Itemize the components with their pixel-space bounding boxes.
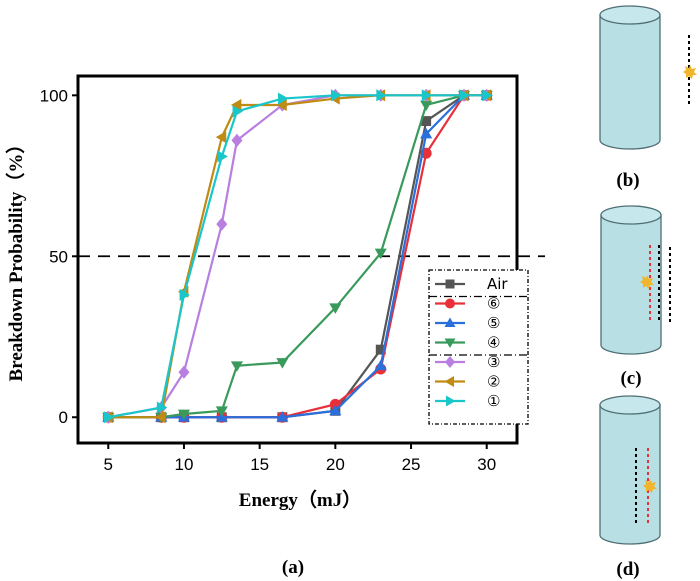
cylinder-b — [599, 5, 661, 150]
x-axis-label: Energy（mJ） — [239, 488, 361, 511]
legend-entry: ① — [435, 392, 500, 410]
legend-label: Air — [487, 275, 508, 293]
x-tick-label: 30 — [477, 455, 496, 474]
spark-icon — [683, 65, 697, 79]
series-7 — [103, 89, 493, 424]
cylinder-c — [600, 205, 662, 355]
legend-marker — [445, 298, 455, 309]
x-tick-label: 10 — [175, 455, 194, 474]
data-point — [374, 248, 387, 260]
data-point — [459, 89, 471, 102]
data-point — [276, 411, 289, 422]
legend-entry: ④ — [435, 334, 500, 352]
series-line — [108, 94, 487, 419]
legend-box — [428, 269, 529, 425]
panel-label-c: (c) — [620, 368, 641, 389]
data-point — [420, 127, 433, 139]
schematic-b: (b) — [599, 5, 697, 191]
data-point — [276, 358, 289, 369]
data-point — [276, 98, 287, 112]
schematic-d: (d) — [599, 395, 661, 580]
data-point — [376, 89, 387, 102]
data-point — [177, 409, 191, 421]
data-point — [216, 217, 228, 231]
spark-icon — [643, 479, 657, 493]
x-tick-label: 5 — [104, 455, 113, 474]
legend-entry: ② — [435, 373, 500, 391]
data-point — [421, 116, 432, 127]
data-point — [155, 411, 166, 424]
legend-marker — [444, 338, 456, 348]
data-point — [232, 105, 243, 118]
legend-label: ① — [487, 392, 500, 410]
data-point — [329, 303, 342, 314]
x-tick-label: 20 — [326, 455, 345, 474]
legend-entry: ⑥ — [435, 295, 500, 313]
data-point — [277, 92, 289, 105]
data-point — [156, 401, 168, 414]
x-tick-label: 15 — [250, 455, 269, 474]
legend-marker — [444, 317, 456, 327]
legend-label: ⑤ — [487, 314, 500, 332]
data-point — [215, 406, 228, 417]
x-tick-label: 25 — [402, 455, 421, 474]
legend-marker — [445, 356, 455, 368]
data-point — [178, 365, 190, 379]
chart: 5 10 15 20 25 30 0 50 100 Energy（mJ） Breakdown P… — [4, 74, 545, 578]
data-point — [230, 361, 243, 372]
legend-label: ③ — [487, 353, 500, 371]
y-tick-label: 50 — [49, 247, 68, 266]
panel-label-d: (d) — [616, 559, 639, 580]
data-point — [217, 150, 228, 163]
data-point — [420, 100, 433, 112]
data-point — [329, 404, 342, 416]
data-point — [179, 288, 191, 301]
legend-marker — [444, 376, 454, 387]
legend-entry: ⑤ — [435, 314, 500, 332]
y-axis-label: Breakdown Probability（%） — [4, 135, 27, 382]
legend-label: ④ — [487, 334, 500, 352]
spark-icon — [640, 275, 654, 289]
data-point — [231, 133, 243, 147]
legend-marker — [445, 279, 455, 289]
ticks-layer: 5 10 15 20 25 30 0 50 100 — [40, 86, 497, 474]
data-point — [330, 89, 342, 102]
schematic-c: (c) — [600, 205, 671, 389]
plot-frame — [76, 74, 519, 445]
y-tick-label: 0 — [59, 408, 68, 427]
data-point — [103, 411, 115, 424]
data-point — [375, 344, 386, 355]
series-layer — [102, 88, 493, 424]
legend-label: ② — [487, 373, 500, 391]
legend-entry: ③ — [435, 353, 500, 371]
data-point — [230, 98, 242, 112]
data-point — [215, 131, 227, 144]
data-point — [374, 359, 387, 371]
legend-label: ⑥ — [487, 295, 500, 313]
y-tick-label: 100 — [40, 86, 68, 105]
cylinder-d — [599, 395, 661, 545]
data-point — [421, 89, 433, 102]
legend: Air ⑥⑤ ④③ ②① — [428, 269, 529, 425]
panel-label-a: (a) — [282, 557, 304, 578]
legend-marker — [446, 395, 456, 407]
data-point — [482, 89, 493, 102]
legend-entry: Air — [435, 275, 508, 293]
panel-label-b: (b) — [616, 170, 639, 191]
